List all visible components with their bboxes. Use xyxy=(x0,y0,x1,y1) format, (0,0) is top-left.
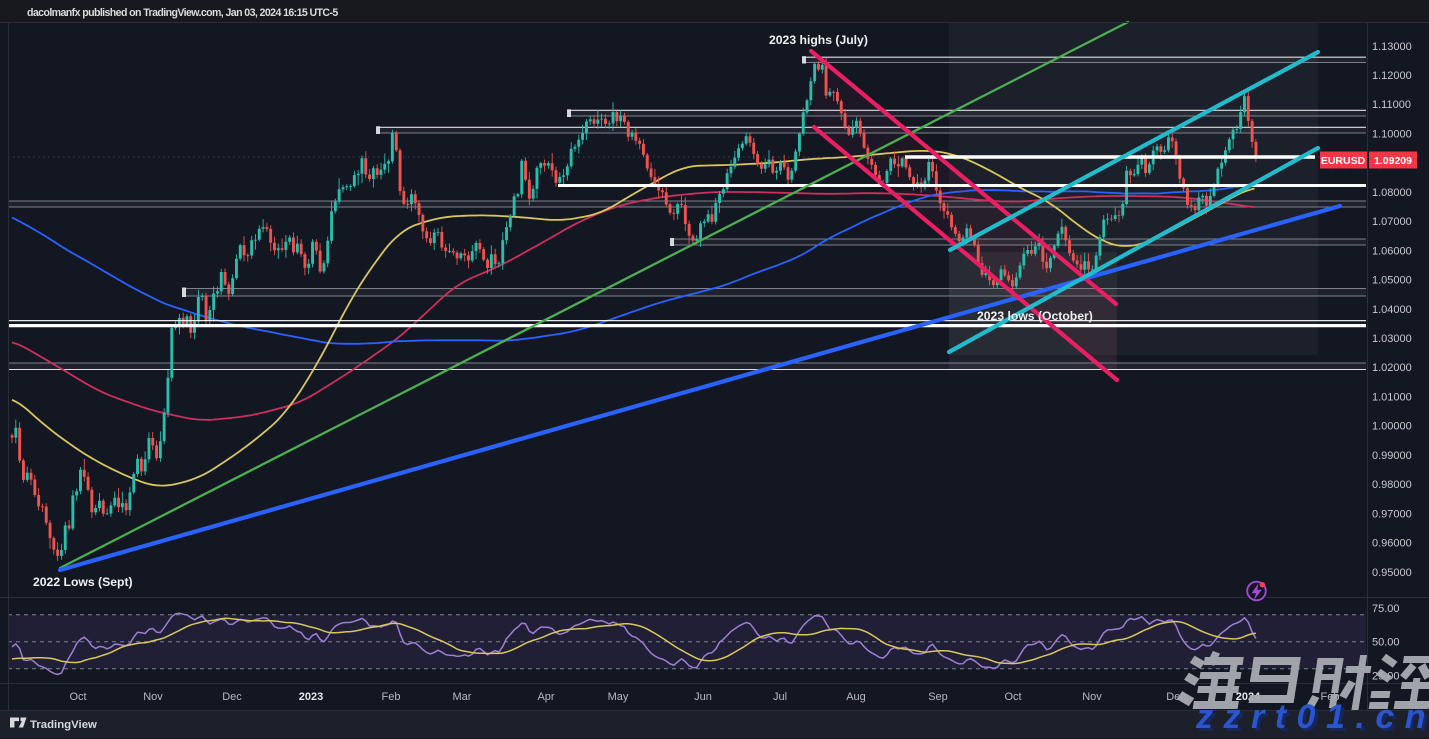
svg-text:1.01000: 1.01000 xyxy=(1372,391,1412,403)
svg-text:1.02000: 1.02000 xyxy=(1372,362,1412,374)
svg-text:75.00: 75.00 xyxy=(1372,603,1400,615)
svg-text:1.05000: 1.05000 xyxy=(1372,275,1412,287)
svg-text:0.96000: 0.96000 xyxy=(1372,538,1412,550)
svg-text:2022 Lows (Sept): 2022 Lows (Sept) xyxy=(33,575,133,589)
svg-text:1.03000: 1.03000 xyxy=(1372,333,1412,345)
svg-text:Oct: Oct xyxy=(1004,691,1021,703)
svg-text:Nov: Nov xyxy=(1082,691,1102,703)
svg-text:50.00: 50.00 xyxy=(1372,637,1400,649)
svg-text:2023: 2023 xyxy=(299,691,323,703)
svg-text:1.06000: 1.06000 xyxy=(1372,245,1412,257)
svg-text:Nov: Nov xyxy=(143,691,163,703)
svg-text:0.97000: 0.97000 xyxy=(1372,508,1412,520)
svg-text:1.12000: 1.12000 xyxy=(1372,70,1412,82)
svg-text:Jul: Jul xyxy=(773,691,787,703)
svg-text:EURUSD: EURUSD xyxy=(1321,155,1366,167)
svg-text:1.07000: 1.07000 xyxy=(1372,216,1412,228)
svg-text:1.13000: 1.13000 xyxy=(1372,41,1412,53)
svg-text:Aug: Aug xyxy=(846,691,866,703)
svg-text:0.98000: 0.98000 xyxy=(1372,479,1412,491)
svg-text:1.08000: 1.08000 xyxy=(1372,187,1412,199)
svg-text:0.99000: 0.99000 xyxy=(1372,450,1412,462)
svg-text:1.00000: 1.00000 xyxy=(1372,421,1412,433)
svg-text:Apr: Apr xyxy=(537,691,554,703)
svg-text:Oct: Oct xyxy=(69,691,86,703)
svg-text:Mar: Mar xyxy=(453,691,472,703)
svg-text:Dec: Dec xyxy=(222,691,242,703)
svg-text:1.10000: 1.10000 xyxy=(1372,129,1412,141)
svg-text:2023 lows (October): 2023 lows (October) xyxy=(977,309,1093,323)
svg-text:May: May xyxy=(608,691,629,703)
svg-text:0.95000: 0.95000 xyxy=(1372,567,1412,579)
svg-text:zzrt01.cn: zzrt01.cn xyxy=(1198,701,1429,739)
svg-text:Feb: Feb xyxy=(382,691,401,703)
svg-text:Jun: Jun xyxy=(694,691,712,703)
svg-text:1.11000: 1.11000 xyxy=(1372,99,1411,111)
svg-text:Sep: Sep xyxy=(928,691,948,703)
svg-text:zzrt01.cn: zzrt01.cn xyxy=(1195,698,1429,736)
svg-text:2023 highs (July): 2023 highs (July) xyxy=(769,33,868,47)
svg-text:1.04000: 1.04000 xyxy=(1372,304,1412,316)
svg-text:TradingView: TradingView xyxy=(30,719,97,731)
svg-text:dacolmanfx published on Tradin: dacolmanfx published on TradingView.com,… xyxy=(27,7,338,19)
svg-text:1.09209: 1.09209 xyxy=(1374,155,1412,167)
